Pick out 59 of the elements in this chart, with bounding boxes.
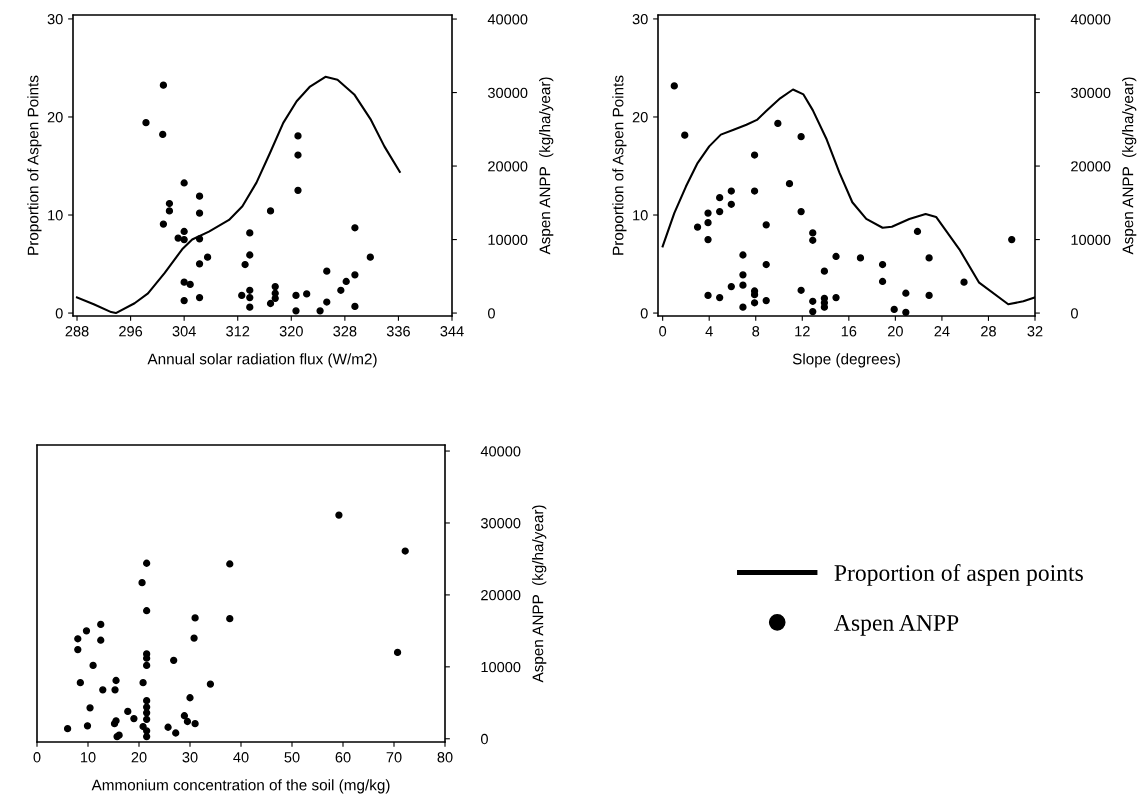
y2-tick-label: 20000 — [488, 161, 528, 172]
x-tick-label: 40 — [233, 752, 249, 763]
y-tick-label: 20 — [632, 112, 648, 123]
y-tick-label: 0 — [640, 308, 648, 319]
x-tick-label: 32 — [1027, 326, 1043, 337]
y2-tick-label: 10000 — [481, 661, 521, 673]
y-axis-title: Proportion of Aspen Points — [27, 75, 42, 255]
y2-tick-label: 40000 — [1070, 14, 1111, 25]
y-tick-label: 0 — [55, 308, 63, 319]
x-tick-label: 296 — [119, 326, 143, 337]
y2-tick-label: 20000 — [1071, 161, 1111, 172]
y2-tick-label: 30000 — [480, 518, 521, 529]
x-tick-label: 288 — [65, 326, 89, 337]
x-tick-label: 312 — [226, 326, 250, 337]
y2-axis-title: Aspen ANPP (kg/ha/year) — [532, 505, 547, 683]
x-tick-label: 28 — [981, 326, 996, 337]
legend-label: Aspen ANPP — [834, 615, 959, 636]
y2-tick-label: 0 — [1070, 308, 1078, 319]
x-tick-label: 70 — [386, 752, 402, 763]
legend-label: Proportion of aspen points — [834, 564, 1083, 586]
y-tick-label: 30 — [47, 14, 63, 25]
x-tick-label: 0 — [33, 752, 41, 763]
y2-tick-label: 10000 — [488, 234, 528, 245]
y2-tick-label: 30000 — [487, 87, 528, 98]
y-tick-label: 30 — [632, 14, 648, 25]
x-tick-label: 50 — [284, 752, 300, 763]
x-tick-label: 0 — [659, 326, 667, 337]
x-tick-label: 60 — [335, 752, 351, 763]
y2-tick-label: 10000 — [1071, 234, 1111, 245]
x-axis-title: Annual solar radiation flux (W/m2) — [147, 353, 377, 368]
y2-tick-label: 40000 — [480, 446, 521, 457]
x-tick-label: 30 — [182, 752, 198, 763]
x-tick-label: 328 — [333, 326, 357, 337]
y2-tick-label: 0 — [480, 733, 488, 745]
x-tick-label: 24 — [934, 326, 950, 337]
y2-tick-label: 0 — [487, 308, 495, 319]
x-tick-label: 16 — [841, 326, 857, 337]
x-tick-label: 12 — [795, 326, 810, 337]
x-tick-label: 20 — [131, 752, 147, 763]
x-tick-label: 10 — [81, 752, 96, 763]
x-tick-label: 20 — [887, 326, 903, 337]
x-axis-title: Slope (degrees) — [792, 353, 900, 368]
y-tick-label: 10 — [633, 210, 648, 221]
x-axis-title: Ammonium concentration of the soil (mg/kg) — [91, 779, 390, 794]
x-tick-label: 304 — [172, 326, 196, 337]
x-tick-label: 320 — [279, 326, 303, 337]
x-tick-label: 8 — [752, 326, 760, 337]
y-tick-label: 20 — [47, 112, 63, 123]
y2-tick-label: 30000 — [1070, 87, 1111, 98]
y-axis-title: Proportion of Aspen Points — [612, 75, 627, 255]
y2-tick-label: 40000 — [487, 14, 528, 25]
x-tick-label: 4 — [705, 326, 713, 337]
y2-axis-title: Aspen ANPP (kg/ha/year) — [539, 77, 554, 255]
y-tick-label: 10 — [48, 210, 63, 221]
y2-axis-title: Aspen ANPP (kg/ha/year) — [1122, 77, 1137, 255]
x-tick-label: 336 — [386, 326, 410, 337]
x-tick-label: 80 — [437, 752, 453, 763]
y2-tick-label: 20000 — [481, 590, 521, 601]
x-tick-label: 344 — [440, 326, 464, 337]
